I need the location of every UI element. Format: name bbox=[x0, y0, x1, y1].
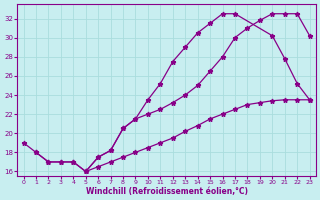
X-axis label: Windchill (Refroidissement éolien,°C): Windchill (Refroidissement éolien,°C) bbox=[85, 187, 248, 196]
